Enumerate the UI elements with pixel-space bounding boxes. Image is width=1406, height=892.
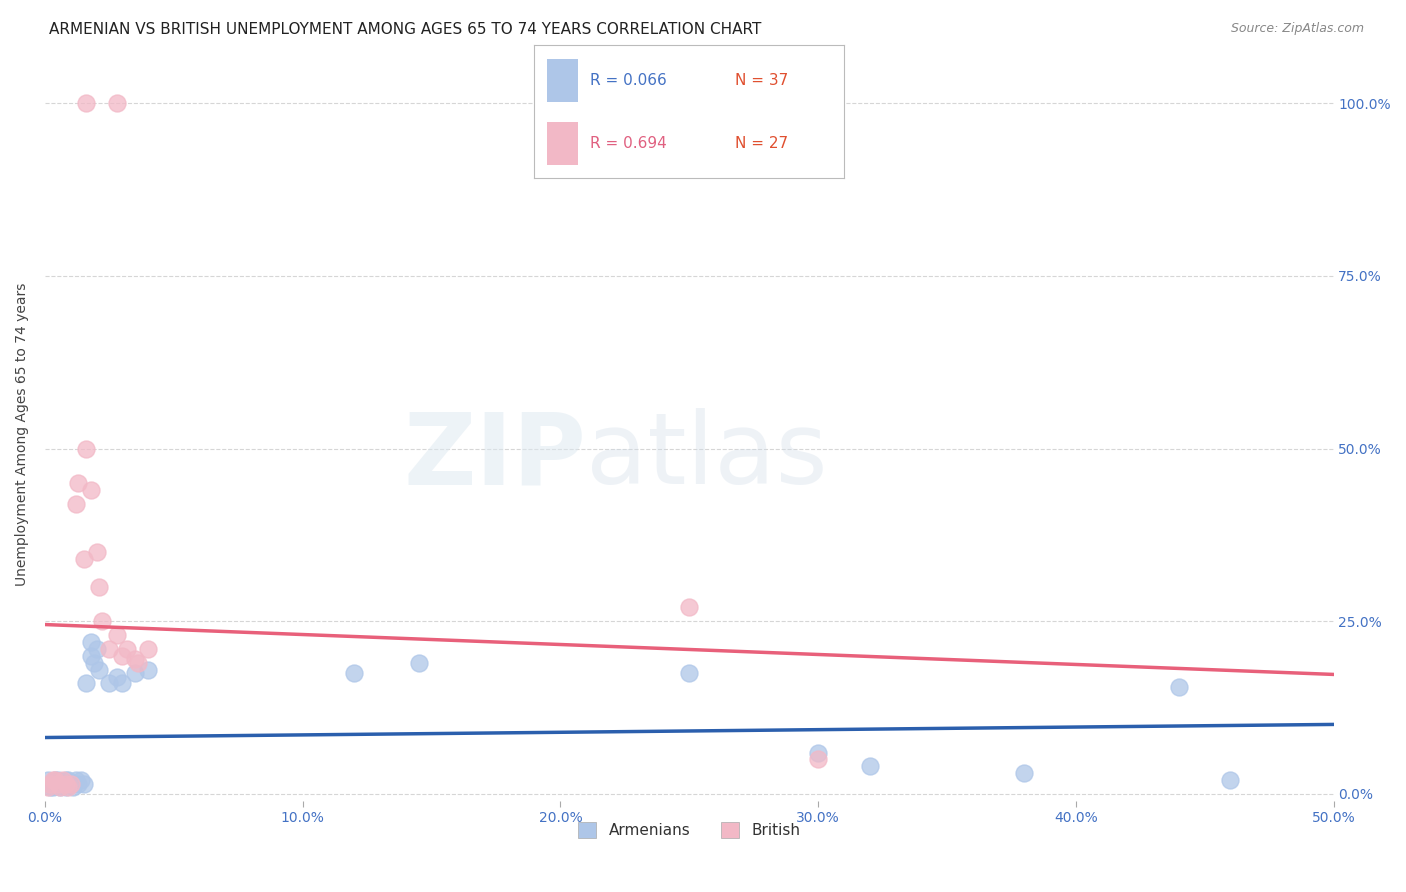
Text: R = 0.066: R = 0.066 xyxy=(591,73,666,88)
Text: R = 0.694: R = 0.694 xyxy=(591,136,666,151)
Point xyxy=(37,780,59,794)
Point xyxy=(87,580,110,594)
Point xyxy=(80,635,103,649)
Point xyxy=(37,773,59,788)
Point xyxy=(65,773,87,788)
Point xyxy=(124,666,146,681)
Point xyxy=(136,663,159,677)
Point xyxy=(98,676,121,690)
Point xyxy=(67,476,90,491)
Point xyxy=(80,648,103,663)
Point xyxy=(65,497,87,511)
Point xyxy=(343,666,366,681)
Text: ARMENIAN VS BRITISH UNEMPLOYMENT AMONG AGES 65 TO 74 YEARS CORRELATION CHART: ARMENIAN VS BRITISH UNEMPLOYMENT AMONG A… xyxy=(49,22,762,37)
Point xyxy=(87,663,110,677)
Point xyxy=(105,669,128,683)
Point xyxy=(72,552,94,566)
Point xyxy=(111,648,134,663)
Point xyxy=(52,776,75,790)
Point xyxy=(807,752,830,766)
Point xyxy=(46,776,69,790)
Point xyxy=(67,776,90,790)
Point xyxy=(39,776,62,790)
Point xyxy=(1219,773,1241,788)
Point xyxy=(136,641,159,656)
Point xyxy=(124,652,146,666)
Point xyxy=(52,773,75,788)
Point xyxy=(55,780,77,794)
Point xyxy=(86,641,108,656)
Point xyxy=(807,746,830,760)
Point xyxy=(49,780,72,794)
Point xyxy=(59,776,82,790)
Point xyxy=(62,780,84,794)
Point xyxy=(127,656,149,670)
Point xyxy=(86,545,108,559)
Point xyxy=(83,656,105,670)
Point xyxy=(44,773,66,788)
Point xyxy=(678,666,700,681)
Legend: Armenians, British: Armenians, British xyxy=(572,816,807,845)
Point xyxy=(105,628,128,642)
Point xyxy=(72,776,94,790)
Point xyxy=(49,780,72,794)
Point xyxy=(98,641,121,656)
Point xyxy=(59,776,82,790)
Point xyxy=(55,773,77,788)
Point xyxy=(75,676,97,690)
Point xyxy=(408,656,430,670)
Text: atlas: atlas xyxy=(586,409,828,505)
Point xyxy=(44,773,66,788)
Point xyxy=(56,773,79,788)
Point xyxy=(46,776,69,790)
Point xyxy=(111,676,134,690)
Point xyxy=(56,780,79,794)
Point xyxy=(41,776,63,790)
Point xyxy=(39,780,62,794)
Text: N = 27: N = 27 xyxy=(735,136,789,151)
Point xyxy=(75,442,97,456)
Point xyxy=(46,773,69,788)
Point xyxy=(1167,680,1189,694)
Text: N = 37: N = 37 xyxy=(735,73,789,88)
Point xyxy=(75,96,97,111)
Point xyxy=(41,780,63,794)
Text: ZIP: ZIP xyxy=(404,409,586,505)
Point xyxy=(90,614,112,628)
Point xyxy=(859,759,882,773)
Text: Source: ZipAtlas.com: Source: ZipAtlas.com xyxy=(1230,22,1364,36)
Bar xyxy=(547,122,578,165)
Point xyxy=(55,776,77,790)
Point xyxy=(70,773,93,788)
Point xyxy=(678,600,700,615)
Y-axis label: Unemployment Among Ages 65 to 74 years: Unemployment Among Ages 65 to 74 years xyxy=(15,283,30,586)
Point xyxy=(1012,766,1035,780)
Point xyxy=(41,773,63,788)
Point xyxy=(117,641,139,656)
Bar xyxy=(547,59,578,102)
Point xyxy=(105,96,128,111)
Point xyxy=(80,483,103,497)
